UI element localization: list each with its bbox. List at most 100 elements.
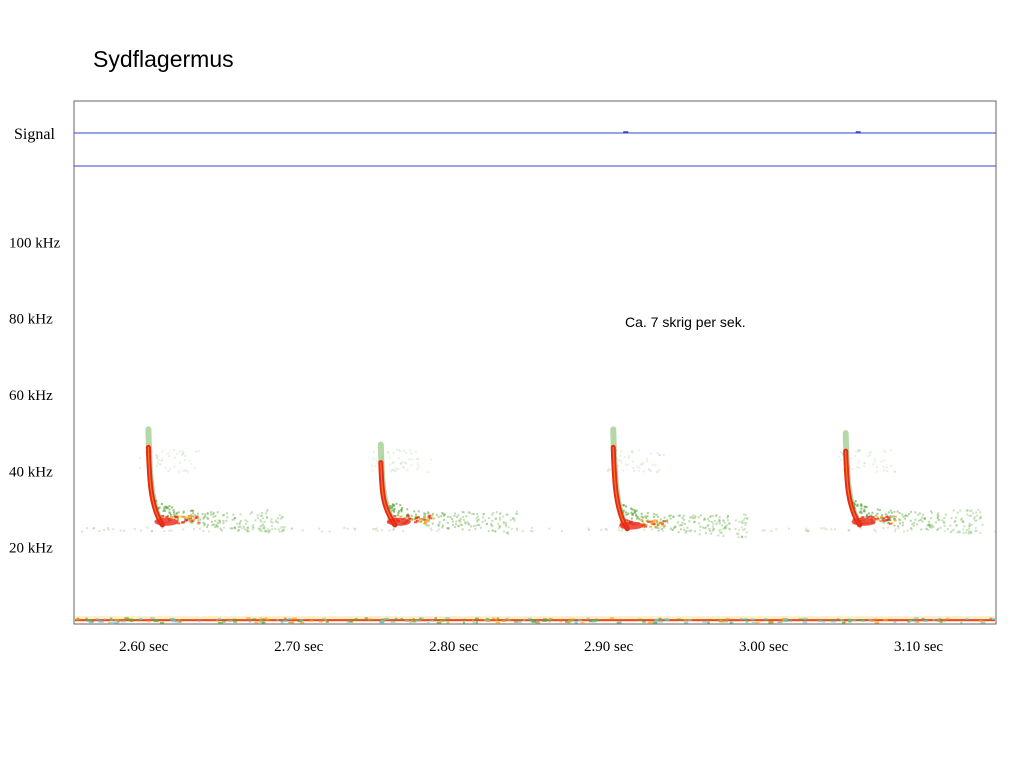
call-tail-speck (636, 517, 639, 520)
noise-speck (343, 526, 346, 529)
noise-speck (322, 617, 327, 620)
call-tail-speck (206, 516, 209, 519)
call-tail-speck (275, 520, 278, 523)
call-tail-speck (233, 527, 236, 530)
noise-speck (501, 619, 506, 622)
call-tail-speck (278, 530, 281, 533)
noise-speck (651, 528, 654, 531)
call-haze-speck (173, 465, 176, 468)
noise-speck (676, 618, 681, 621)
noise-speck (604, 528, 607, 531)
noise-speck (171, 620, 176, 623)
call-tail-speck (467, 511, 470, 514)
call-tail-speck (641, 520, 644, 523)
call-tail-speck (203, 524, 206, 527)
call-tail-speck (169, 512, 172, 515)
noise-speck (897, 527, 900, 530)
call-tail-speck (660, 528, 663, 531)
call-tail-speck (723, 521, 726, 524)
call-band-speck (173, 515, 177, 518)
noise-speck (903, 530, 906, 533)
call-tail-speck (952, 509, 955, 512)
noise-speck (427, 622, 430, 625)
call-haze-speck (181, 469, 184, 472)
call-haze-speck (197, 450, 200, 453)
call-tail-speck (704, 518, 707, 521)
call-tail-speck (274, 527, 277, 530)
call-tail-speck (934, 521, 937, 524)
call-band-speck (190, 519, 194, 522)
call-tail-speck (239, 519, 242, 522)
call-haze-speck (648, 468, 651, 471)
call-tail-speck (453, 526, 456, 529)
call-tail-speck (655, 513, 658, 516)
call-tail-speck (745, 531, 748, 534)
call-tail-speck (928, 523, 931, 526)
call-tail-speck (663, 524, 666, 527)
call-tail-speck (441, 511, 444, 514)
call-tail-speck (743, 527, 746, 530)
call-band-speck (627, 520, 631, 523)
noise-speck (368, 619, 373, 622)
noise-speck (868, 618, 873, 621)
call-band-speck (393, 515, 397, 518)
call-tail-speck (703, 527, 706, 530)
call-tail-speck (446, 527, 449, 530)
call-tail-speck (889, 519, 892, 522)
noise-speck (848, 620, 852, 623)
call-tail-speck (887, 521, 890, 524)
noise-speck (392, 528, 395, 531)
call-tail-speck (163, 506, 166, 509)
call-tail-speck (909, 519, 912, 522)
call-tail-speck (677, 514, 680, 517)
call-tail-speck (194, 514, 197, 517)
noise-speck (663, 618, 669, 621)
call-tail-speck (635, 513, 638, 516)
noise-speck (980, 621, 986, 624)
call-tail-speck (502, 521, 505, 524)
call-tail-speck (177, 511, 180, 514)
call-tail-speck (622, 504, 625, 507)
noise-speck (978, 619, 984, 622)
call-tail-speck (184, 517, 187, 520)
call-tail-speck (490, 524, 493, 527)
noise-speck (114, 619, 119, 622)
call-tail-speck (438, 521, 441, 524)
call-tail-speck (513, 519, 516, 522)
call-haze-speck (158, 463, 161, 466)
noise-speck (430, 529, 433, 532)
noise-speck (436, 621, 442, 624)
call-tail-speck (190, 521, 193, 524)
call-tail-speck (865, 513, 868, 516)
call-tail-speck (645, 523, 648, 526)
call-tail-speck (400, 510, 403, 513)
call-tail-speck (853, 502, 856, 505)
noise-speck (252, 618, 257, 621)
call-tail-speck (457, 525, 460, 528)
call-haze-speck (858, 466, 861, 469)
call-haze-speck (180, 453, 183, 456)
call-tail-speck (723, 527, 726, 530)
call-tail-speck (960, 517, 963, 520)
noise-speck (93, 527, 96, 530)
y-tick-label: 20 kHz (9, 541, 53, 557)
call-band-speck (196, 522, 200, 525)
call-band-speck (418, 520, 422, 523)
noise-speck (649, 621, 655, 624)
call-haze-speck (838, 455, 841, 458)
call-tail-speck (734, 527, 737, 530)
call-band-speck (414, 515, 418, 518)
call-tail-speck (488, 517, 491, 520)
noise-speck (894, 528, 897, 531)
call-haze-speck (417, 458, 420, 461)
call-tail-speck (684, 531, 687, 534)
call-tail-speck (712, 522, 715, 525)
call-tail-speck (682, 518, 685, 521)
call-tail-speck (282, 516, 285, 519)
call-tail-speck (233, 526, 236, 529)
call-tail-speck (929, 510, 932, 513)
call-tail-speck (431, 514, 434, 517)
call-tail-speck (239, 513, 242, 516)
call-tail-speck (880, 517, 883, 520)
noise-speck (76, 618, 79, 621)
